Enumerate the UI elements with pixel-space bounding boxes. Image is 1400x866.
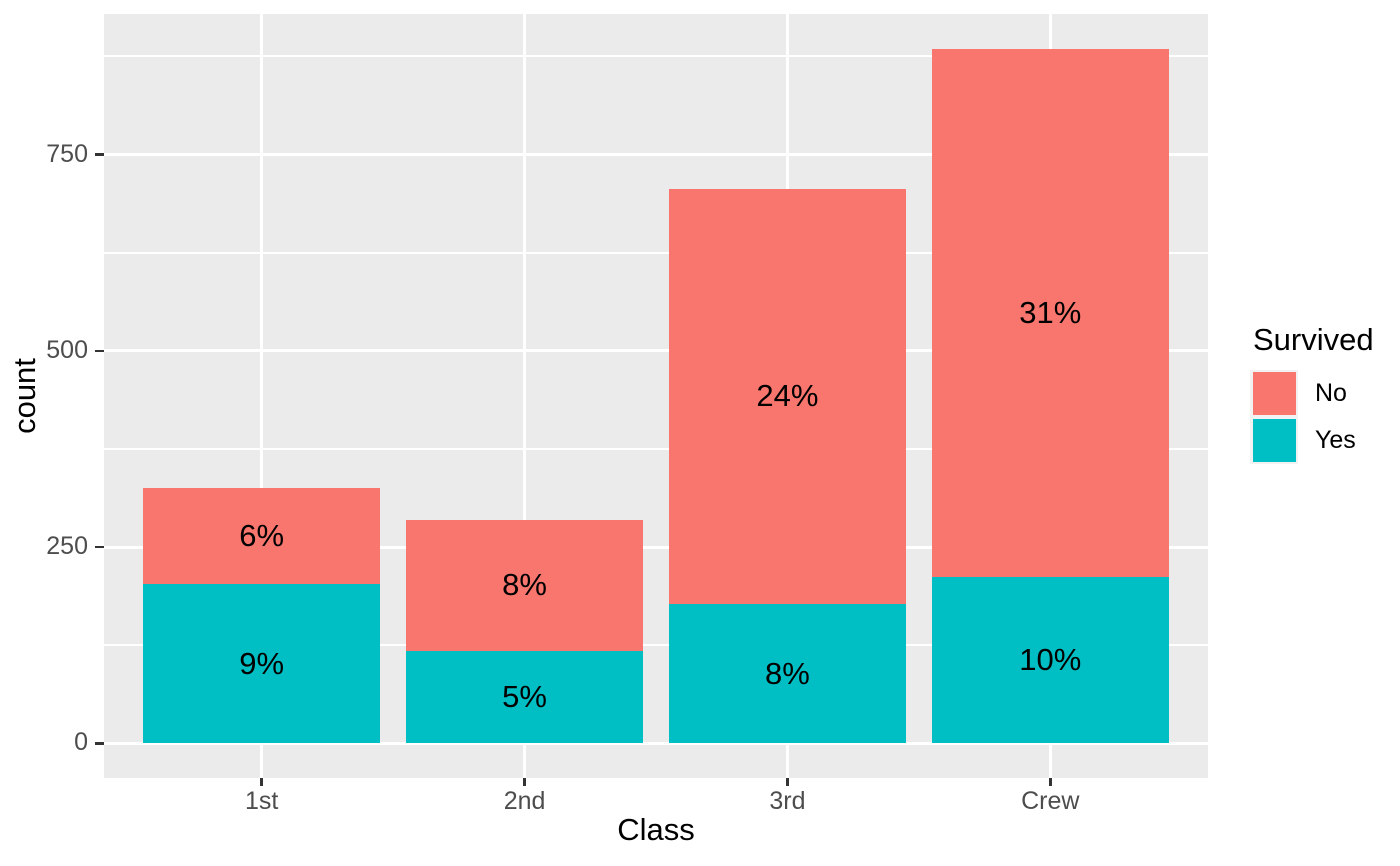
x-tick-2nd — [523, 778, 526, 786]
x-tick-label-1st: 1st — [245, 787, 279, 815]
legend-item-Yes: Yes — [1250, 417, 1400, 464]
x-tick-label-2nd: 2nd — [503, 787, 546, 815]
legend-title: Survived — [1253, 322, 1374, 357]
x-tick-1st — [260, 778, 263, 786]
gridline-major-y-500 — [104, 349, 1208, 353]
legend-item-No: No — [1250, 370, 1400, 417]
legend-swatch-No — [1252, 372, 1296, 415]
bar-Crew-Yes — [932, 576, 1169, 744]
bar-Crew-No — [932, 48, 1169, 577]
plot-panel: 9% 6% 5% 8% 8% 24% 10% 31% — [104, 14, 1208, 778]
x-tick-label-Crew: Crew — [1021, 787, 1080, 815]
gridline-minor-y-875 — [104, 55, 1208, 58]
legend-swatch-Yes — [1252, 419, 1296, 462]
x-axis-title: Class — [617, 812, 695, 847]
bar-label-3rd-No: 24% — [756, 378, 819, 414]
gridline-minor-y-375 — [104, 448, 1208, 450]
gridline-major-x-1st — [260, 14, 264, 778]
bar-label-3rd-Yes: 8% — [765, 655, 810, 691]
bar-1st-Yes — [143, 584, 380, 744]
legend-key-No — [1250, 370, 1298, 417]
bar-label-Crew-No: 31% — [1019, 294, 1082, 330]
y-axis-title: count — [7, 358, 42, 434]
gridline-minor-y-125 — [104, 644, 1208, 647]
bar-2nd-Yes — [406, 650, 643, 744]
y-tick-250 — [95, 545, 104, 549]
bar-label-1st-Yes: 9% — [239, 645, 285, 681]
gridline-major-y-750 — [104, 153, 1208, 157]
y-tick-0 — [95, 742, 104, 745]
legend-items: No Yes — [1250, 370, 1400, 464]
y-tick-label-0: 0 — [74, 728, 88, 757]
bar-label-2nd-No: 8% — [502, 567, 547, 603]
legend-label-No: No — [1315, 379, 1347, 407]
bar-1st-No — [143, 488, 380, 585]
legend: Survived No Yes — [1250, 322, 1400, 464]
gridline-major-x-2nd — [523, 14, 527, 778]
y-tick-750 — [95, 153, 104, 156]
bar-3rd-No — [669, 189, 906, 604]
x-tick-3rd — [786, 778, 789, 786]
y-tick-label-750: 750 — [46, 139, 88, 168]
y-tick-label-250: 250 — [46, 532, 88, 561]
bar-3rd-Yes — [669, 603, 906, 744]
bar-label-1st-No: 6% — [239, 518, 285, 554]
legend-label-Yes: Yes — [1315, 426, 1356, 454]
x-tick-label-3rd: 3rd — [769, 787, 806, 815]
gridline-major-y-0 — [104, 741, 1208, 745]
gridline-major-y-250 — [104, 545, 1208, 549]
legend-key-Yes — [1250, 417, 1298, 464]
gridline-minor-y-625 — [104, 251, 1208, 254]
x-tick-Crew — [1049, 778, 1052, 786]
bar-label-Crew-Yes: 10% — [1019, 642, 1082, 678]
y-tick-label-500: 500 — [46, 335, 88, 364]
bar-2nd-No — [406, 519, 643, 651]
bar-label-2nd-Yes: 5% — [502, 679, 547, 715]
y-tick-500 — [95, 349, 104, 353]
